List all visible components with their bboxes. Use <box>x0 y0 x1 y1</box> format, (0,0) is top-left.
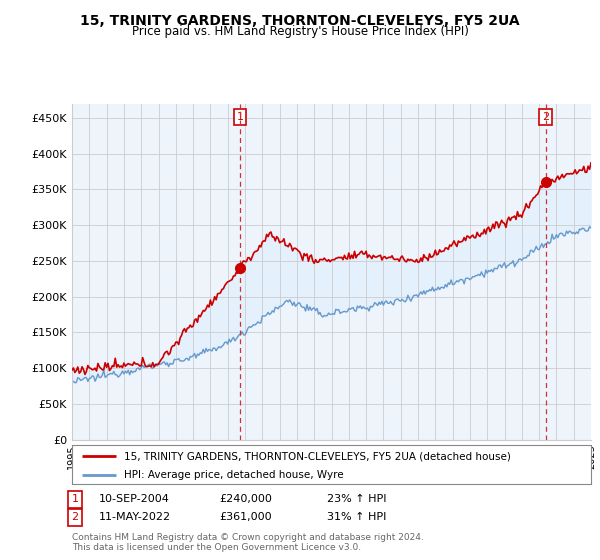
Text: This data is licensed under the Open Government Licence v3.0.: This data is licensed under the Open Gov… <box>72 543 361 552</box>
Text: HPI: Average price, detached house, Wyre: HPI: Average price, detached house, Wyre <box>124 470 344 479</box>
Text: 1: 1 <box>71 494 79 505</box>
Text: 23% ↑ HPI: 23% ↑ HPI <box>327 494 386 505</box>
Text: 31% ↑ HPI: 31% ↑ HPI <box>327 512 386 522</box>
Text: 1: 1 <box>236 112 244 122</box>
Text: 10-SEP-2004: 10-SEP-2004 <box>99 494 170 505</box>
Text: £240,000: £240,000 <box>219 494 272 505</box>
Text: £361,000: £361,000 <box>219 512 272 522</box>
Text: 15, TRINITY GARDENS, THORNTON-CLEVELEYS, FY5 2UA: 15, TRINITY GARDENS, THORNTON-CLEVELEYS,… <box>80 14 520 28</box>
Text: 2: 2 <box>542 112 549 122</box>
Text: Contains HM Land Registry data © Crown copyright and database right 2024.: Contains HM Land Registry data © Crown c… <box>72 533 424 542</box>
Text: 15, TRINITY GARDENS, THORNTON-CLEVELEYS, FY5 2UA (detached house): 15, TRINITY GARDENS, THORNTON-CLEVELEYS,… <box>124 451 511 461</box>
Text: 2: 2 <box>71 512 79 522</box>
Text: Price paid vs. HM Land Registry's House Price Index (HPI): Price paid vs. HM Land Registry's House … <box>131 25 469 38</box>
Text: 11-MAY-2022: 11-MAY-2022 <box>99 512 171 522</box>
